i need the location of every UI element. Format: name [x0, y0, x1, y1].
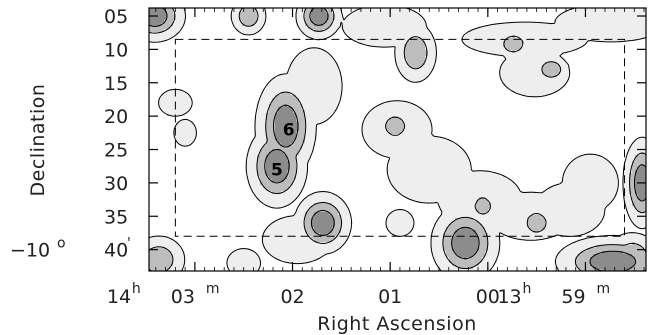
y-tick-label: 30	[104, 173, 128, 195]
x-tick-label: 00	[476, 286, 500, 308]
x-axis-title: Right Ascension	[317, 313, 477, 335]
y-axis: 05 10 15 20 25 30 35 −10 o 40'	[10, 6, 646, 262]
x-tick-minute: 03	[171, 286, 195, 308]
y-tick-label: 35	[104, 206, 128, 228]
x-tick-hour: 14	[107, 286, 131, 308]
source-label-6: 6	[283, 120, 295, 140]
y-tick-label: 40	[104, 240, 128, 262]
y-tick-label: 05	[104, 6, 128, 28]
x-tick-minute-unit: m	[206, 281, 220, 297]
contour-map	[149, 8, 646, 271]
x-tick-label: 01	[378, 286, 402, 308]
dashed-boundary	[174, 38, 626, 237]
x-tick-hour: 13	[497, 286, 521, 308]
plot-frame	[148, 7, 647, 272]
y-tick-label: 10	[104, 39, 128, 61]
contour-fill-level-1	[149, 8, 646, 271]
x-tick-minute-unit: m	[596, 281, 610, 297]
x-tick-hour-unit: h	[132, 281, 141, 297]
x-tick-hour-unit: h	[522, 281, 531, 297]
survey-boundary-box	[174, 38, 626, 237]
y-tick-suffix: '	[127, 236, 131, 252]
y-tick-prefix: −10	[10, 240, 50, 262]
y-tick-label: 25	[104, 140, 128, 162]
y-tick-label: 20	[104, 106, 128, 128]
x-tick-minute: 59	[561, 286, 585, 308]
source-labels: 65	[271, 120, 295, 180]
y-tick-prefix-unit: o	[57, 236, 66, 252]
x-tick-label: 02	[280, 286, 304, 308]
source-label-5: 5	[271, 161, 283, 181]
y-axis-title: Declination	[27, 84, 49, 197]
y-tick-label: 15	[104, 73, 128, 95]
contour-line-level-1	[149, 8, 646, 271]
